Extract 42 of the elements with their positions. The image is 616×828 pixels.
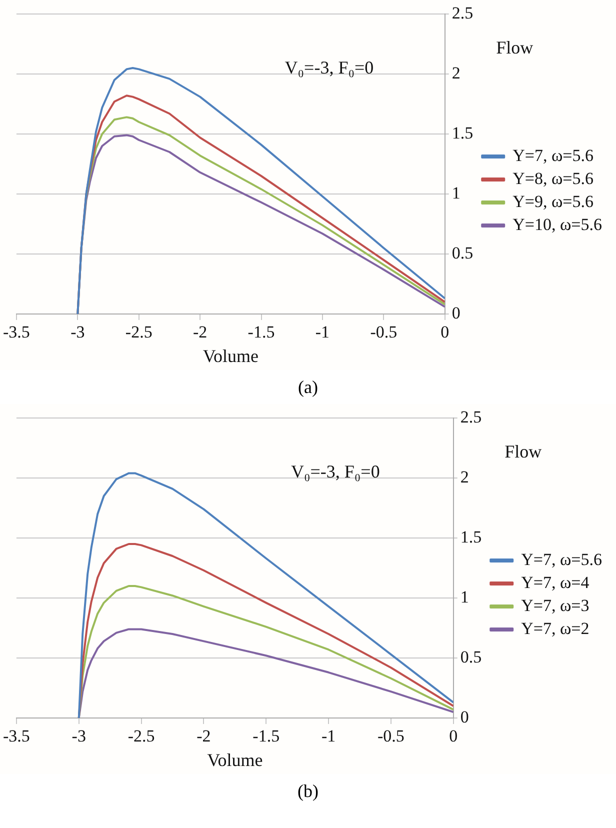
legend-label: Y=10, ω=5.6 [512, 214, 602, 234]
y-tick-label: 1 [460, 587, 469, 606]
y-tick-label: 0 [460, 707, 469, 726]
legend-label: Y=8, ω=5.6 [512, 168, 594, 188]
y-tick-label: 2 [460, 467, 469, 486]
annotation: V₀=-3, F₀=0 [290, 462, 380, 482]
legend-label: Y=7, ω=2 [521, 618, 590, 638]
y-tick-label: 0.5 [452, 243, 474, 262]
legend-label: Y=7, ω=5.6 [512, 146, 594, 165]
y-tick-label: 0 [452, 303, 460, 322]
legend-label: Y=7, ω=4 [521, 572, 590, 592]
x-tick-label: -2.5 [125, 322, 152, 342]
x-tick-label: -1.5 [252, 726, 280, 746]
x-axis-title: Volume [202, 346, 258, 366]
x-axis-title: Volume [207, 750, 263, 770]
x-tick-label: -2 [192, 322, 208, 342]
y-tick-label: 2.5 [452, 3, 474, 22]
x-tick-label: -2 [196, 726, 211, 746]
y-tick-label: 2 [452, 63, 460, 82]
y-tick-label: 2.5 [460, 407, 482, 426]
y-tick-label: 1 [452, 183, 460, 202]
x-tick-label: -0.5 [377, 726, 404, 746]
x-tick-label: -1.5 [248, 322, 275, 342]
y-tick-label: 1.5 [460, 527, 482, 546]
text: (b) [296, 780, 320, 803]
x-tick-label: -3.5 [2, 322, 30, 342]
annotation: V₀=-3, F₀=0 [284, 58, 374, 78]
x-tick-label: -1 [315, 322, 330, 342]
x-tick-label: -3 [72, 726, 86, 746]
y-tick-label: 1.5 [452, 123, 474, 142]
text: (a) [297, 376, 319, 399]
x-tick-label: -3.5 [2, 726, 30, 746]
x-tick-label: -1 [321, 726, 336, 746]
legend-label: Y=9, ω=5.6 [512, 192, 594, 211]
x-tick-label: -2.5 [128, 726, 155, 746]
legend-label: Y=7, ω=3 [521, 596, 590, 615]
y-axis-title: Flow [496, 38, 534, 58]
y-axis-title: Flow [504, 442, 542, 462]
legend-label: Y=7, ω=5.6 [521, 550, 602, 569]
x-tick-label: -0.5 [370, 322, 398, 342]
y-tick-label: 0.5 [460, 647, 482, 666]
x-tick-label: -3 [70, 322, 85, 342]
